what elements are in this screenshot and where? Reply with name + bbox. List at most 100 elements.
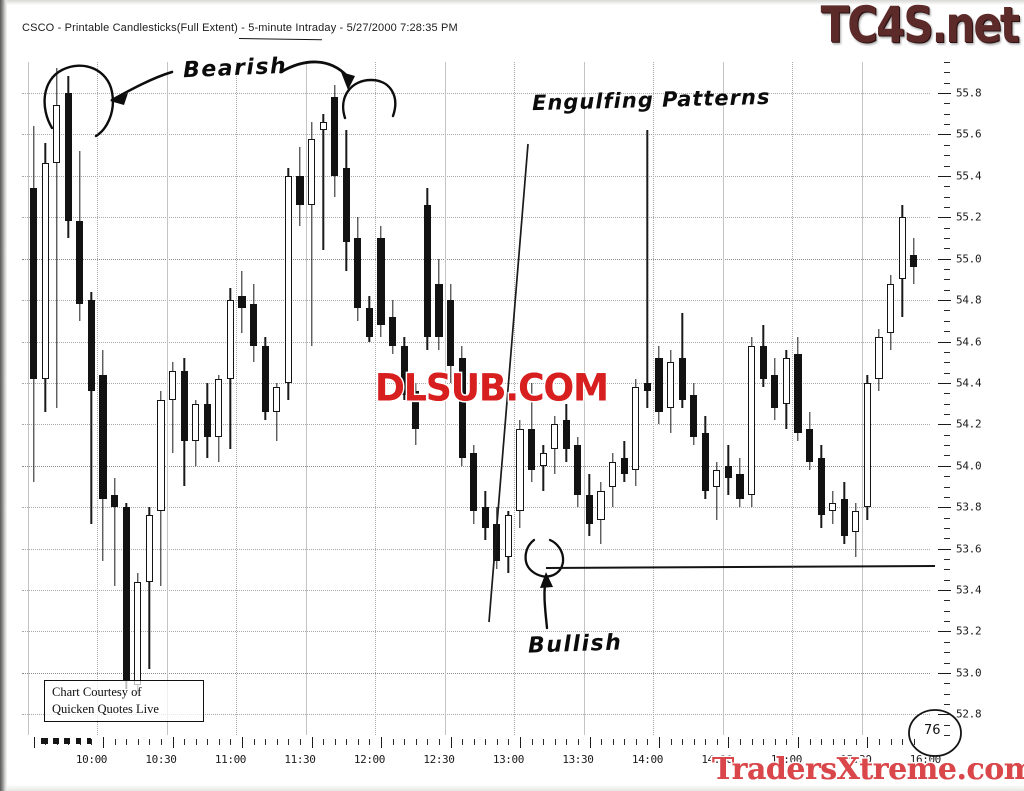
candlestick (748, 62, 756, 735)
candlestick (458, 62, 466, 735)
x-axis-tick (415, 739, 417, 745)
candle-body-down (759, 345, 767, 379)
candle-body-up (875, 337, 883, 379)
candlestick (435, 62, 443, 735)
x-axis-tick (867, 737, 869, 748)
y-axis-tick (938, 507, 951, 509)
candlestick (585, 62, 594, 735)
x-axis-tick (218, 739, 220, 745)
candle-body-down (296, 175, 304, 205)
candlestick (99, 62, 107, 735)
y-axis-minor-tick (944, 703, 950, 705)
y-axis-minor-tick (944, 186, 950, 188)
candlestick (412, 62, 420, 735)
candle-body-down (794, 353, 802, 433)
x-axis-tick (728, 737, 730, 748)
candle-body-down (64, 93, 72, 222)
x-axis-tick (809, 739, 811, 745)
gridline-horizontal (22, 590, 930, 592)
candlestick (192, 62, 200, 735)
x-axis-tick-label: 15:30 (840, 753, 872, 766)
x-axis-tick (323, 739, 325, 745)
x-axis-tick (276, 739, 278, 745)
x-axis-tick (462, 739, 464, 745)
x-axis-tick (392, 739, 394, 745)
candle-body-down (435, 283, 443, 338)
gridline-horizontal (22, 672, 930, 674)
y-axis-tick-label: 54.6 (956, 335, 982, 349)
candle-body-down (261, 345, 269, 412)
x-axis-tick (160, 739, 162, 745)
x-axis-tick (855, 739, 857, 745)
candle-body-down (817, 457, 825, 516)
y-axis-tick-label: 55.8 (956, 86, 982, 100)
candlestick (354, 62, 362, 735)
candlestick (250, 62, 258, 735)
y-axis-minor-tick (944, 103, 950, 105)
candlestick (342, 62, 350, 735)
y-axis-minor-tick (944, 62, 950, 63)
y-axis-tick (938, 548, 951, 550)
y-axis-tick (938, 465, 951, 467)
candle-body-down (203, 403, 211, 437)
scan-edge-top (0, 0, 1024, 5)
candlestick (29, 62, 38, 735)
candlestick (794, 62, 802, 735)
gridline-horizontal (22, 300, 930, 302)
y-axis-minor-tick (944, 403, 950, 405)
x-axis-tick (207, 739, 209, 745)
candlestick (759, 62, 767, 735)
x-axis-tick (601, 739, 603, 745)
candle-body-up (157, 399, 165, 512)
y-axis-tick-label: 55.2 (956, 210, 982, 224)
gridline-vertical (583, 62, 585, 735)
x-axis-tick (299, 739, 301, 745)
x-axis-tick (589, 737, 591, 748)
candlestick (863, 62, 872, 735)
candle-body-down (412, 391, 420, 429)
candle-body-up (273, 387, 281, 412)
x-axis-tick (357, 739, 359, 745)
candle-body-up (551, 424, 559, 450)
x-axis-tick-label: 11:30 (284, 753, 316, 766)
candle-body-up (829, 503, 837, 512)
scan-edge-left (0, 0, 7, 791)
y-axis-tick-label: 53.6 (956, 542, 982, 556)
y-axis-minor-tick (944, 393, 950, 395)
y-axis-tick (938, 175, 951, 177)
candlestick (655, 62, 663, 735)
watermark-dlsub: DLSUB.COM (375, 366, 609, 411)
y-axis-minor-tick (944, 486, 950, 488)
y-axis-tick (938, 341, 951, 343)
x-axis-tick-label: 12:00 (353, 753, 386, 766)
candle-body-up (887, 283, 895, 334)
candle-body-up (609, 461, 617, 487)
candlestick (713, 62, 721, 735)
x-axis-tick-label: 11:00 (214, 753, 247, 766)
x-axis-tick-blob (75, 738, 81, 744)
candlestick (76, 62, 84, 735)
candlestick (643, 62, 651, 735)
x-axis-tick (797, 737, 799, 748)
x-axis-tick (902, 739, 904, 745)
x-axis-tick (427, 739, 429, 745)
x-axis-tick (438, 739, 440, 745)
y-axis-minor-tick (944, 641, 950, 643)
candle-body-up (215, 378, 223, 437)
y-axis-minor-tick (944, 621, 950, 623)
candle-body-up (597, 490, 605, 520)
x-axis-tick (531, 739, 533, 745)
candlestick (331, 62, 339, 735)
candlestick (620, 62, 628, 735)
candle-body-up (782, 358, 790, 404)
candle-wick (322, 113, 324, 251)
gridline-horizontal (22, 631, 930, 633)
candle-body-up (284, 175, 292, 383)
candle-body-down (736, 474, 744, 499)
y-axis-minor-tick (944, 414, 950, 416)
candle-body-down (99, 374, 107, 499)
candlestick (238, 62, 246, 735)
candle-wick (56, 68, 58, 408)
x-axis-tick (485, 739, 487, 745)
candle-body-down (910, 254, 918, 267)
